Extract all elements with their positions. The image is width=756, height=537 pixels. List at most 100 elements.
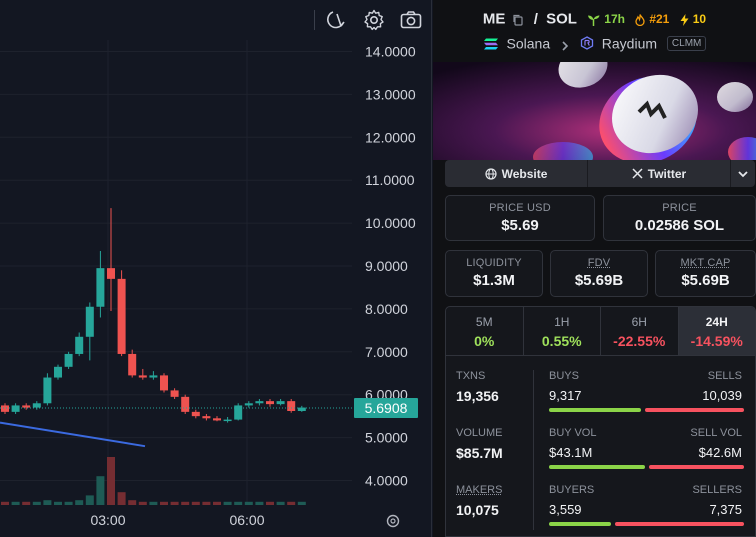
buyers-bar [549,522,611,526]
website-button[interactable]: Website [445,160,587,187]
candlestick-chart[interactable]: 14.0000 13.0000 12.0000 11.0000 10.0000 9.000… [0,0,432,537]
sells-bar [645,408,744,412]
pair-info-pane: ME / SOL 17h #21 10 Solana [433,0,756,537]
tab-24h[interactable]: 24H -14.59% [677,307,755,355]
toolbar-divider [314,10,315,30]
change-value: -22.55% [613,333,666,349]
volume-bar [75,500,84,505]
candle-body [96,268,105,307]
candle-body [244,403,253,406]
sell-volume-bar [649,465,744,469]
volume-bar [244,501,253,505]
price-native-box: PRICE 0.02586 SOL [603,195,756,241]
base-token-symbol: ME [482,10,506,28]
indicator-icon[interactable] [324,8,348,32]
fdv-box: FDV $5.69B [550,250,648,297]
change-value: 0% [474,333,495,349]
more-links-button[interactable] [730,160,755,187]
price-tick-label: 8.0000 [365,301,408,317]
volume-bar [1,501,9,505]
pair-separator: / [533,10,538,28]
token-banner-image [433,62,756,160]
chain-link[interactable]: Solana [506,35,551,52]
candle-body [75,336,84,354]
price-chart-pane[interactable]: 14.0000 13.0000 12.0000 11.0000 10.0000 9.000… [0,0,432,537]
market-cap-box: MKT CAP $5.69B [655,250,756,297]
makers-label: MAKERS [456,484,503,496]
candle-body [107,268,115,279]
volume-bar [266,501,274,505]
boost-count: 10 [692,12,707,27]
volume-bar [191,501,200,505]
candle-body [297,407,306,412]
buy-volume-label: BUY VOL [549,427,597,439]
copy-icon[interactable] [512,13,524,26]
tab-label: 6H [631,315,647,329]
current-price-badge [354,397,418,418]
dex-link[interactable]: Raydium [601,35,658,52]
price-native-label: PRICE [662,202,697,214]
volume-bar [170,501,179,505]
camera-icon[interactable] [399,8,423,32]
volume-bar [128,500,137,505]
chevron-right-icon [560,38,570,51]
candle-body [276,401,285,405]
candle-body [117,278,126,354]
buys-value: 9,317 [549,388,582,403]
price-tick-label: 12.0000 [365,129,416,145]
change-value: -14.59% [690,333,743,349]
candle-body [191,411,200,417]
candle-body [22,405,31,408]
txns-value: 19,356 [456,388,499,404]
volume-value: $85.7M [456,445,503,461]
candle-body [128,353,137,376]
candle-body [266,401,274,405]
time-tick-label: 03:00 [90,512,125,528]
pair-header: ME / SOL 17h #21 10 Solana [433,0,756,60]
tab-label: 5M [475,315,493,329]
tab-label: 1H [554,315,570,329]
fdv-label: FDV [587,257,611,269]
axis-settings-icon[interactable] [386,514,400,528]
sells-label: SELLS [707,370,742,382]
volume-label: VOLUME [456,427,503,439]
tab-1h[interactable]: 1H 0.55% [522,307,601,355]
candle-body [170,390,179,397]
candle-body [181,396,190,412]
volume-bar [255,501,264,505]
volume-bar [160,501,168,505]
price-usd-box: PRICE USD $5.69 [445,195,595,241]
sell-volume-value: $42.6M [698,445,742,460]
twitter-label: Twitter [647,166,687,181]
price-tick-label: 11.0000 [365,172,415,188]
axis-settings-icon-center [390,518,396,524]
volume-bar [11,501,20,505]
volume-bar [213,501,221,505]
volume-bar [117,492,126,505]
price-tick-label: 14.0000 [365,44,416,60]
price-native-value: 0.02586 SOL [634,217,725,234]
transactions-panel: TXNS 19,356 BUYS SELLS 9,317 10,039 VOLU… [445,356,756,537]
price-tick-label: 5.0000 [365,430,408,446]
candle-body [234,405,243,420]
timeframe-tabs: 5M 0% 1H 0.55% 6H -22.55% 24H -14.59% [445,306,756,356]
twitter-button[interactable]: Twitter [587,160,730,187]
tab-5m[interactable]: 5M 0% [446,307,523,355]
sell-volume-label: SELL VOL [690,427,742,439]
gear-icon[interactable] [362,8,386,32]
price-tick-label: 7.0000 [365,344,408,360]
solana-icon [483,37,499,50]
buyers-value: 3,559 [549,502,582,517]
candle-body [255,401,264,404]
volume-bar [223,501,232,505]
candle-body [1,405,9,412]
raydium-icon [580,36,594,51]
volume-bar [287,501,296,505]
candle-body [11,405,20,412]
volume-bar [107,457,115,505]
market-cap-label: MKT CAP [680,257,731,269]
sellers-bar [615,522,744,526]
tab-6h[interactable]: 6H -22.55% [600,307,678,355]
volume-bar [149,501,158,505]
flame-icon [635,13,645,27]
